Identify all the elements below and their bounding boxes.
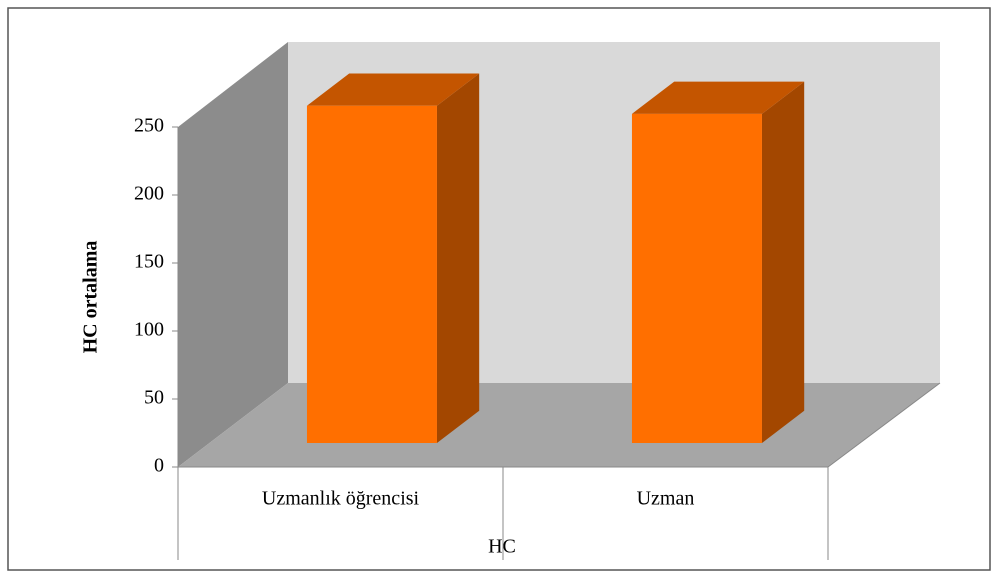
y-axis-title: HC ortalama bbox=[80, 241, 102, 354]
bar-top bbox=[306, 73, 480, 106]
bar-side bbox=[761, 81, 805, 443]
y-tick-label: 200 bbox=[134, 183, 164, 205]
y-tick-label: 100 bbox=[134, 319, 164, 341]
y-tick-label: 150 bbox=[134, 251, 164, 273]
bar-top bbox=[631, 81, 805, 114]
x-tick-label: Uzman bbox=[637, 488, 695, 510]
y-tick-label: 50 bbox=[144, 387, 164, 409]
y-tick-label: 250 bbox=[134, 115, 164, 137]
bar-side bbox=[436, 73, 480, 443]
side-wall bbox=[178, 42, 288, 467]
floor-edge bbox=[827, 382, 941, 468]
y-tick-label: 0 bbox=[154, 455, 164, 477]
bar bbox=[631, 113, 762, 443]
bar bbox=[306, 105, 437, 443]
x-tick-label: Uzmanlık öğrencisi bbox=[262, 488, 420, 510]
x-group-label: HC bbox=[488, 536, 516, 558]
floor bbox=[178, 383, 940, 467]
